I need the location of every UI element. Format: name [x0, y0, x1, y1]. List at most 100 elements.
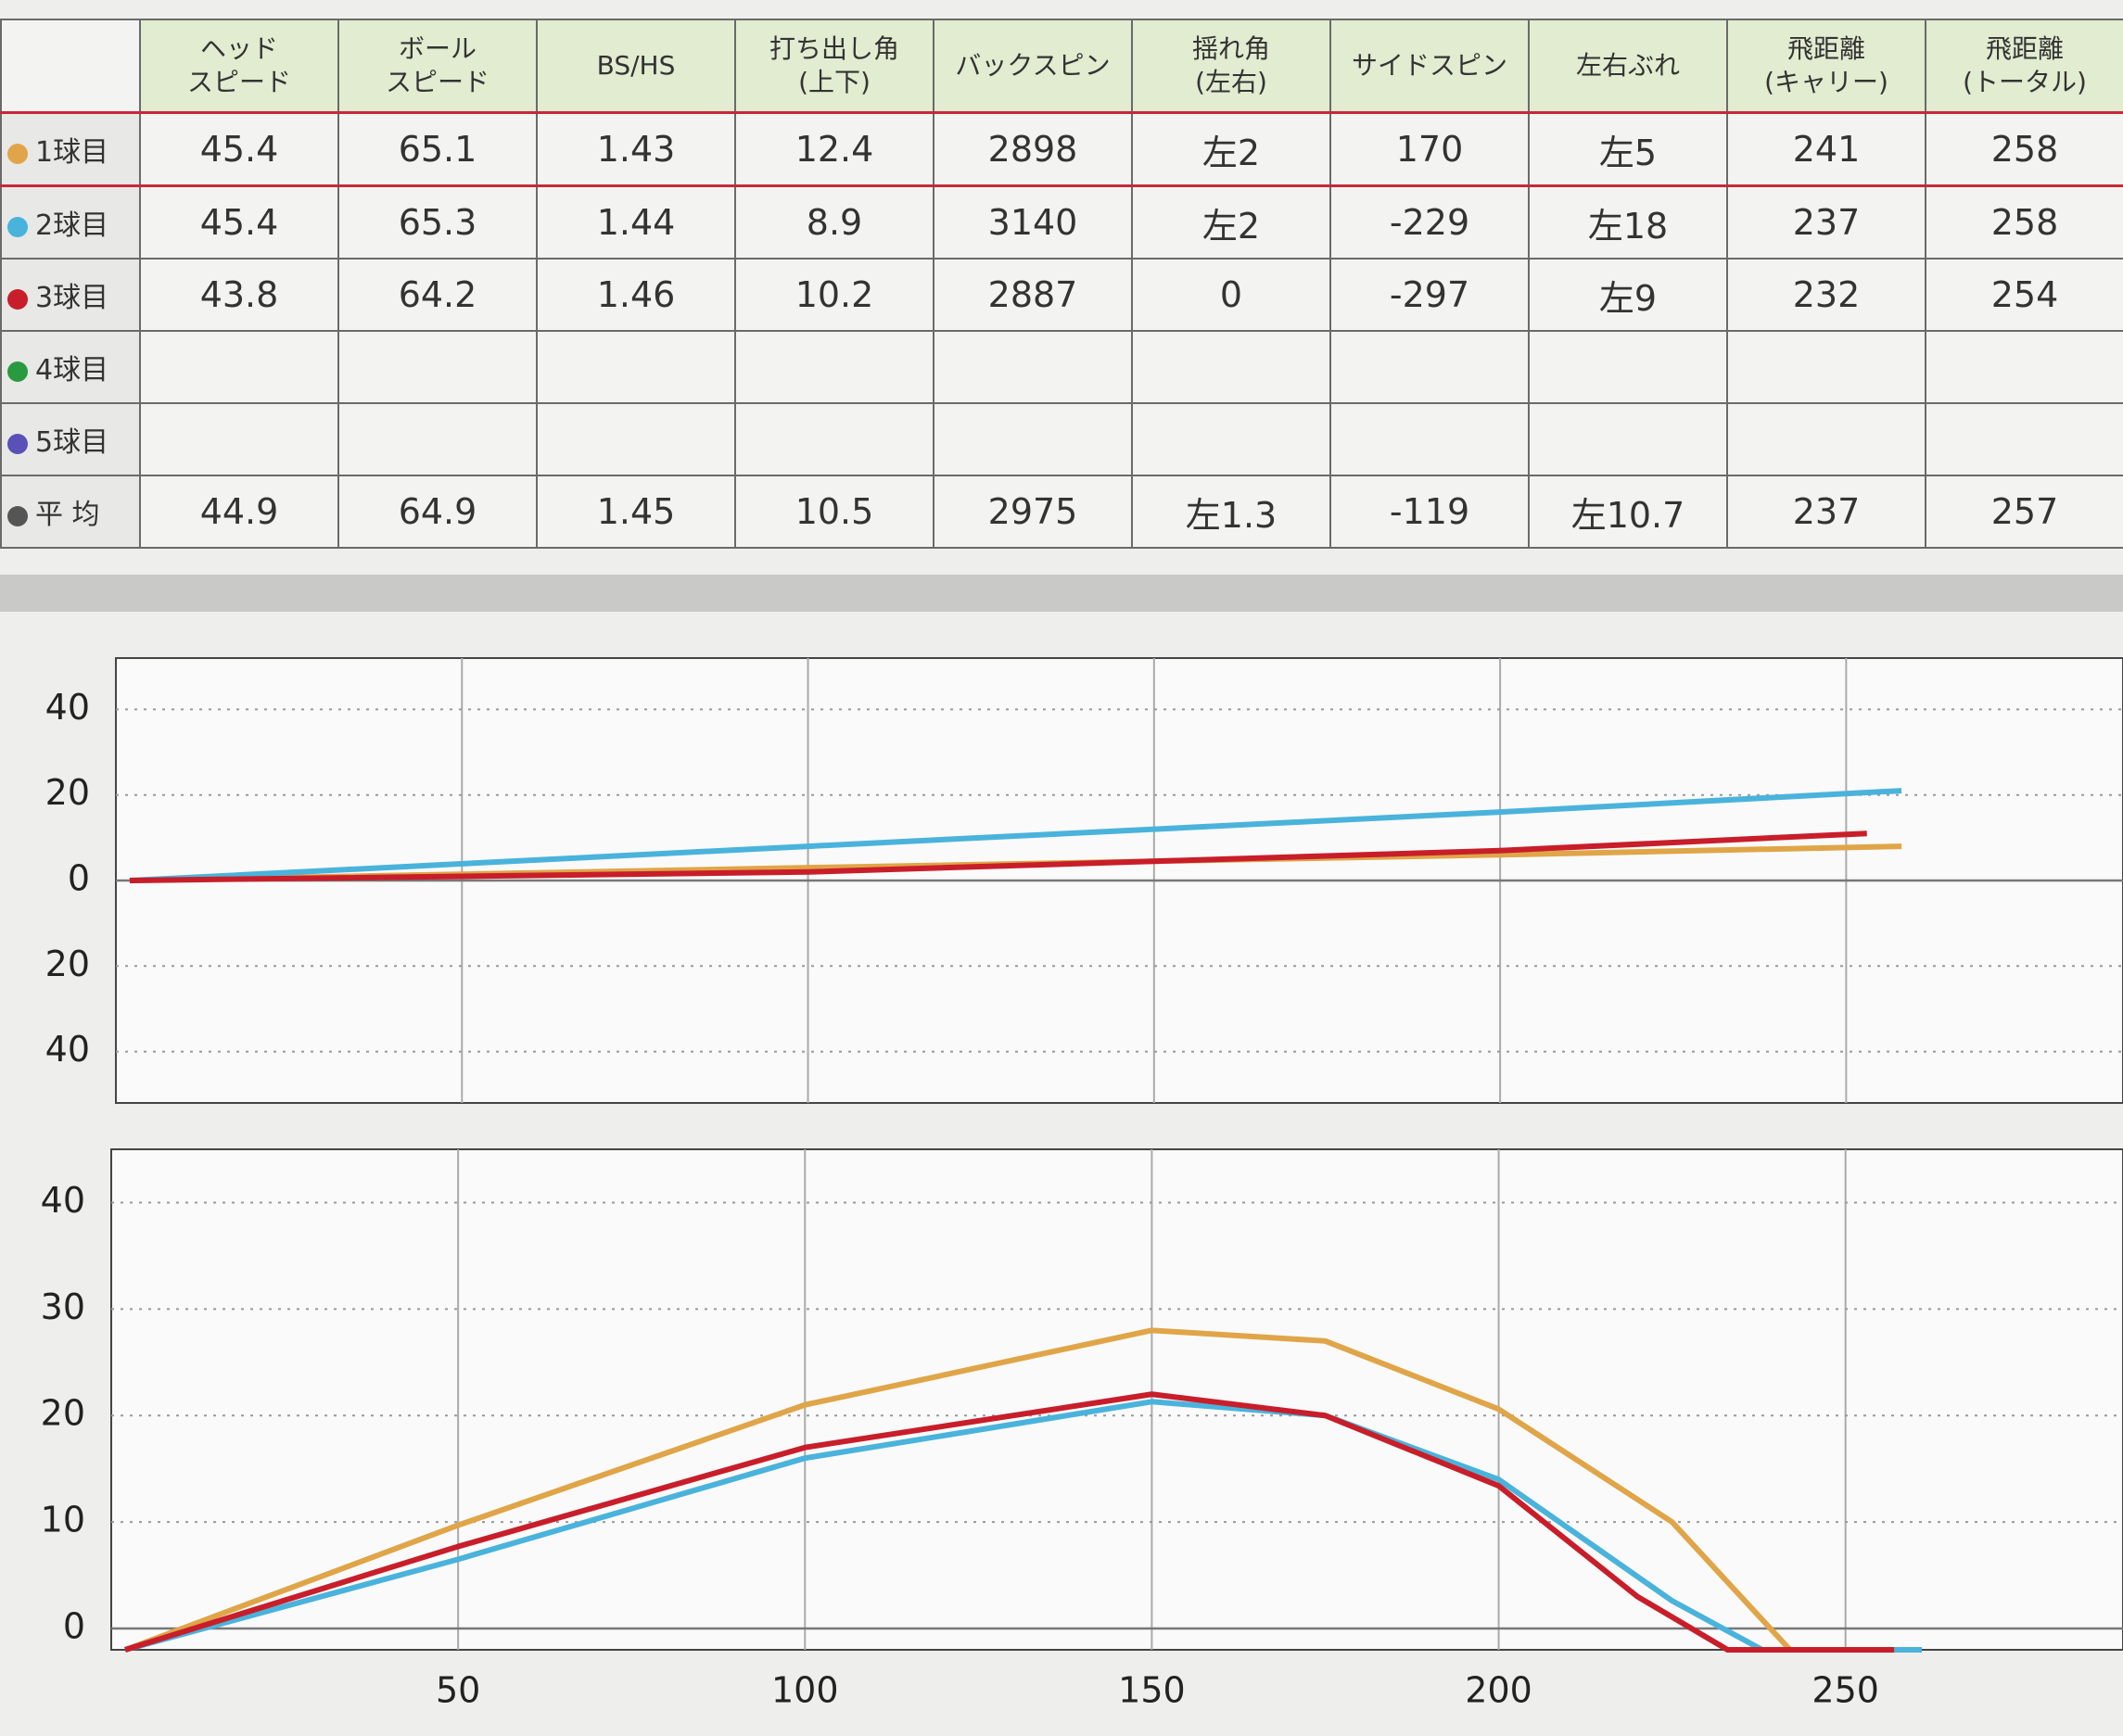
column-header: 飛距離 (トータル)	[1925, 19, 2123, 114]
table-cell: 44.9	[139, 475, 339, 549]
row-dot	[7, 433, 28, 454]
column-header: 揺れ角 (左右)	[1131, 19, 1331, 114]
table-row: 4球目	[0, 330, 2123, 404]
table-cell	[1726, 330, 1926, 404]
column-header: ヘッド スピード	[139, 19, 339, 114]
trajectory-line	[123, 1327, 1793, 1653]
table-cell	[1726, 402, 1926, 476]
table-cell	[139, 330, 339, 404]
column-header: バックスピン	[933, 19, 1133, 114]
table-cell: 0	[1131, 258, 1331, 332]
column-header: ボール スピード	[337, 19, 538, 114]
table-cell	[734, 402, 934, 476]
table-row: 平 均 44.9 64.9 1.45 10.5 2975 左1.3 -119 左10.7 237 2…	[0, 475, 2123, 549]
table-cell: 左10.7	[1528, 475, 1728, 549]
y-tick-label: 40	[45, 1029, 90, 1070]
y-tick-label: 20	[45, 944, 90, 984]
header-row: ヘッド スピード ボール スピード BS/HS 打ち出し角 (上下) バックスピン 揺れ角…	[0, 19, 2123, 114]
table-cell	[1925, 330, 2123, 404]
table-cell: 64.2	[337, 258, 538, 332]
table-row: 5球目	[0, 402, 2123, 476]
table-cell	[1329, 330, 1530, 404]
table-cell: 12.4	[734, 111, 934, 187]
table-cell	[1131, 330, 1331, 404]
row-label-cell: 4球目	[0, 330, 141, 404]
corner-cell	[0, 19, 141, 114]
table-cell: 237	[1726, 475, 1926, 549]
x-tick-label: 50	[436, 1670, 480, 1711]
table-row: 2球目 45.4 65.3 1.44 8.9 3140 左2 -229 左18 237 258	[0, 184, 2123, 260]
y-tick-label: 30	[41, 1286, 85, 1327]
table-cell: 1.43	[536, 111, 736, 187]
row-dot	[7, 216, 28, 237]
x-tick-label: 100	[771, 1670, 839, 1711]
column-header: BS/HS	[536, 19, 736, 114]
table-cell	[139, 402, 339, 476]
table-cell: 254	[1925, 258, 2123, 332]
table-cell	[1131, 402, 1331, 476]
column-header: 左右ぶれ	[1528, 19, 1728, 114]
column-header: 飛距離 (キャリー)	[1726, 19, 1926, 114]
table-cell: 3140	[933, 184, 1133, 260]
table-row: 3球目 43.8 64.2 1.46 10.2 2887 0 -297 左9 232 254	[0, 258, 2123, 332]
y-tick-label: 20	[45, 772, 90, 813]
x-tick-label: 150	[1118, 1670, 1186, 1711]
y-tick-label: 0	[63, 1606, 85, 1647]
row-label: 5球目	[35, 426, 109, 459]
y-tick-label: 40	[41, 1180, 85, 1221]
table-cell	[337, 402, 538, 476]
table-cell: 258	[1925, 184, 2123, 260]
table-cell: 237	[1726, 184, 1926, 260]
table-cell: 65.1	[337, 111, 538, 187]
table-cell	[933, 330, 1133, 404]
row-label-cell: 2球目	[0, 184, 141, 260]
row-label-cell: 平 均	[0, 475, 141, 549]
y-tick-label: 40	[45, 687, 90, 728]
row-label: 2球目	[35, 209, 109, 242]
row-label-cell: 1球目	[0, 111, 141, 187]
table-cell: 10.2	[734, 258, 934, 332]
y-tick-label: 0	[68, 858, 90, 899]
table-cell: 2898	[933, 111, 1133, 187]
trajectory-line	[129, 830, 1867, 883]
results-table: ヘッド スピード ボール スピード BS/HS 打ち出し角 (上下) バックスピン 揺れ角…	[0, 19, 2123, 549]
table-cell: -229	[1329, 184, 1530, 260]
table-cell: 1.45	[536, 475, 736, 549]
table-cell	[1528, 402, 1728, 476]
row-label-cell: 5球目	[0, 402, 141, 476]
table-cell: 241	[1726, 111, 1926, 187]
table-cell: 左5	[1528, 111, 1728, 187]
divider	[0, 575, 2123, 612]
table-cell: 2975	[933, 475, 1133, 549]
table-cell	[933, 402, 1133, 476]
table-cell: 10.5	[734, 475, 934, 549]
table-cell: 45.4	[139, 111, 339, 187]
table-cell: 257	[1925, 475, 2123, 549]
x-tick-label: 250	[1812, 1670, 1879, 1711]
trajectory-line	[129, 788, 1902, 883]
column-header: 打ち出し角 (上下)	[734, 19, 934, 114]
table-cell: 1.44	[536, 184, 736, 260]
x-tick-label: 200	[1465, 1670, 1532, 1711]
table-cell	[337, 330, 538, 404]
row-dot	[7, 361, 28, 382]
table-row: 1球目 45.4 65.1 1.43 12.4 2898 左2 170 左5 241 258	[0, 111, 2123, 187]
table-cell	[536, 330, 736, 404]
table-cell: 8.9	[734, 184, 934, 260]
row-dot	[7, 143, 28, 164]
table-cell: 43.8	[139, 258, 339, 332]
y-tick-label: 20	[41, 1393, 85, 1434]
table-cell: 左9	[1528, 258, 1728, 332]
column-header: サイドスピン	[1329, 19, 1530, 114]
table-cell: 65.3	[337, 184, 538, 260]
table-cell: -119	[1329, 475, 1530, 549]
table-cell: 左2	[1131, 111, 1331, 187]
table-cell: 45.4	[139, 184, 339, 260]
table-cell: 2887	[933, 258, 1133, 332]
table-cell: 64.9	[337, 475, 538, 549]
row-label: 平 均	[35, 499, 100, 531]
table-cell	[1925, 402, 2123, 476]
row-label-cell: 3球目	[0, 258, 141, 332]
